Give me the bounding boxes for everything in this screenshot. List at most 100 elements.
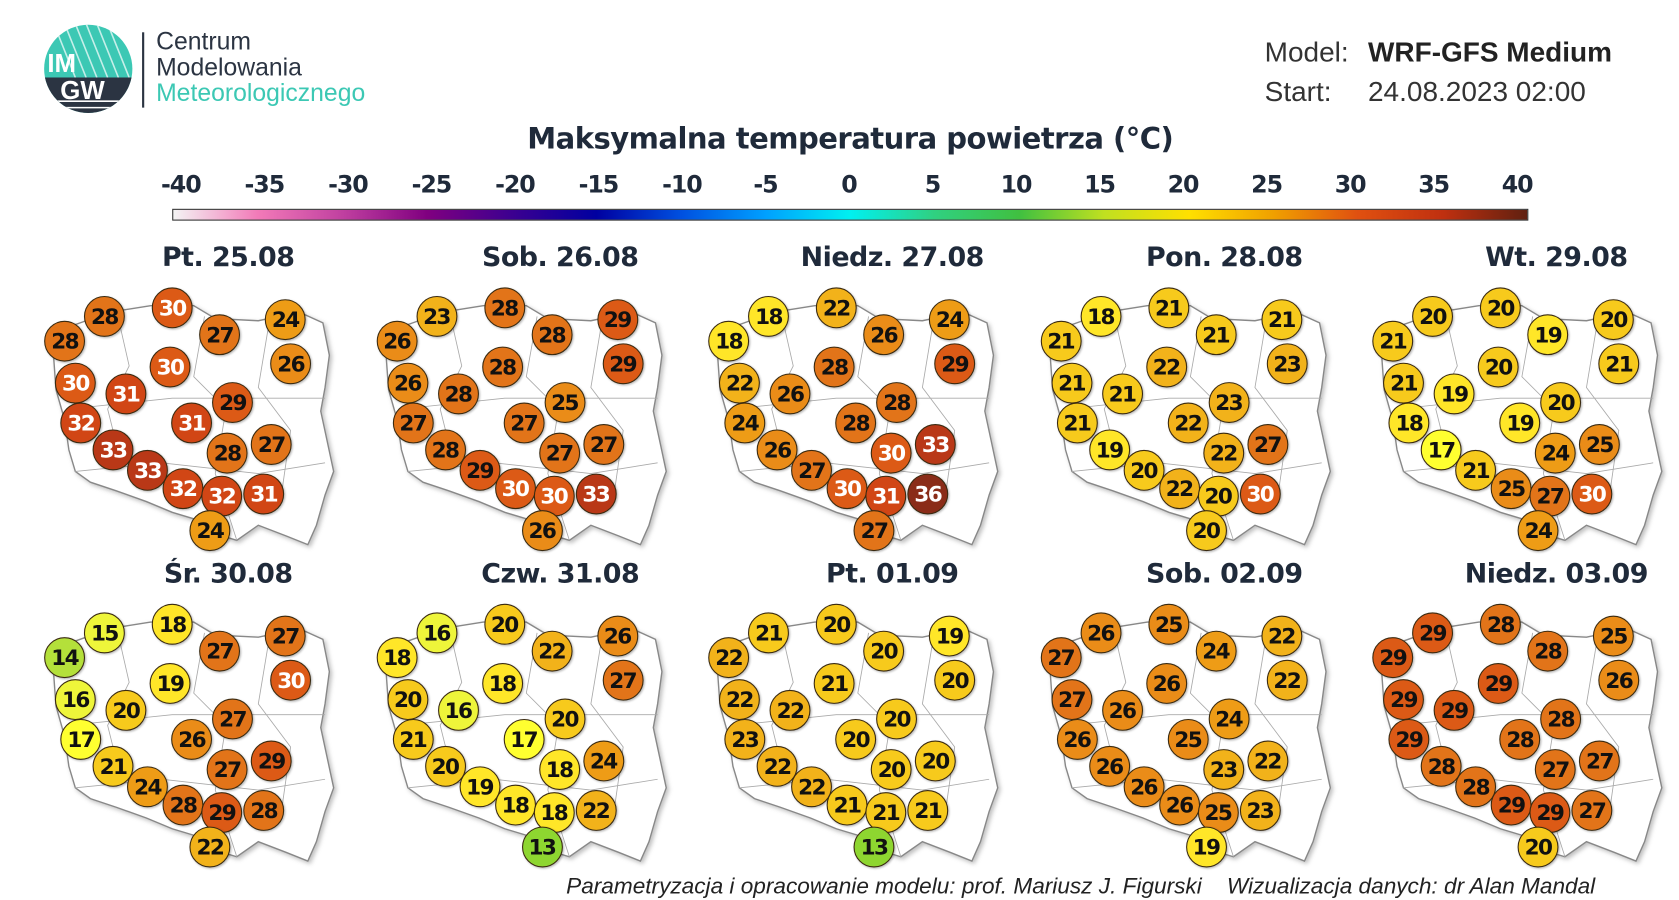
station-temperature: 33	[914, 424, 956, 465]
station-temperature: 27	[602, 659, 644, 701]
day-title: Niedz. 03.09	[1464, 557, 1649, 589]
station-temperature: 31	[105, 373, 147, 415]
station-temperature: 22	[769, 689, 811, 731]
station-temperature: 30	[54, 362, 96, 404]
station-temperature: 28	[83, 295, 125, 337]
day-title: Czw. 31.08	[481, 557, 640, 589]
station-temperature: 23	[1239, 790, 1281, 831]
day-title: Niedz. 27.08	[800, 241, 985, 273]
station-temperature: 20	[815, 603, 857, 645]
day-title: Wt. 29.08	[1485, 241, 1628, 273]
station-temperature: 18	[708, 320, 750, 362]
colorbar-tick-label: 35	[1418, 172, 1450, 200]
station-temperature: 18	[1388, 402, 1430, 444]
station-temperature: 25	[1167, 718, 1209, 760]
station-temperature: 19	[1185, 826, 1227, 868]
station-temperature: 27	[199, 630, 241, 672]
station-temperature: 22	[531, 630, 573, 672]
model-info: Model: WRF-GFS Medium Start: 24.08.2023 02…	[1265, 32, 1612, 112]
station-temperature: 23	[1202, 749, 1244, 791]
station-temperature: 28	[1479, 603, 1521, 645]
station-temperature: 24	[928, 299, 970, 341]
station-temperature: 25	[1578, 424, 1620, 465]
station-temperature: 29	[201, 792, 243, 834]
station-temperature: 28	[206, 432, 248, 474]
station-temperature: 26	[1056, 718, 1098, 760]
station-temperature: 21	[1372, 320, 1414, 362]
model-label: Model:	[1264, 35, 1349, 68]
station-temperature: 33	[92, 429, 134, 471]
colorbar-tick-label: -20	[495, 172, 536, 200]
station-temperature: 30	[870, 432, 912, 474]
station-temperature: 24	[189, 510, 231, 552]
station-temperature: 16	[437, 689, 479, 731]
station-temperature: 20	[544, 698, 585, 740]
station-temperature: 22	[189, 826, 231, 868]
credits: Parametryzacja i opracowanie modelu: pro…	[566, 873, 1596, 899]
colorbar-tick-label: -35	[244, 172, 286, 200]
station-temperature: 21	[1056, 402, 1098, 444]
org-line-1: Centrum	[156, 26, 251, 55]
station-temperature: 16	[54, 679, 96, 721]
station-temperature: 22	[1167, 402, 1209, 444]
day-title: Pon. 28.08	[1145, 241, 1303, 273]
station-temperature: 27	[1051, 679, 1092, 721]
station-temperature: 28	[1540, 698, 1582, 740]
station-temperature: 15	[83, 612, 125, 654]
station-temperature: 24	[1208, 698, 1250, 740]
station-temperature: 27	[199, 314, 241, 356]
station-temperature: 28	[1527, 630, 1569, 672]
station-temperature: 21	[1147, 287, 1189, 329]
poland-map: 18 18 22 26 24 29 22 26 28 28 28 24 26 33 30 27 30 31 36 27	[707, 287, 1030, 560]
station-temperature: 21	[1260, 299, 1302, 341]
station-temperature: 20	[1540, 382, 1582, 423]
station-temperature: 19	[459, 766, 500, 808]
poland-map: 29 29 28 28 25 26 29 29 29 28 28 29 28 27 27 28 29 29 27 20	[1371, 603, 1679, 876]
colorbar	[172, 208, 1529, 221]
station-temperature: 18	[494, 784, 536, 826]
poland-map: 28 28 30 27 24 26 30 31 30 29 31 32 33 27 28 33 32 32 31 24	[43, 287, 366, 560]
station-temperature: 19	[149, 663, 191, 704]
station-temperature: 21	[907, 790, 949, 831]
station-temperature: 27	[212, 698, 253, 740]
colorbar-tick-label: -15	[578, 172, 620, 200]
station-temperature: 29	[1388, 718, 1430, 760]
colorbar-tick-label: 10	[1000, 172, 1033, 200]
colorbar-tick-label: 5	[924, 172, 941, 200]
station-temperature: 32	[60, 402, 102, 444]
station-temperature: 22	[1260, 615, 1302, 657]
station-temperature: 14	[44, 637, 86, 679]
station-temperature: 28	[1420, 745, 1462, 787]
station-temperature: 26	[521, 510, 563, 552]
station-temperature: 22	[575, 790, 617, 831]
colorbar-tick-label: 25	[1251, 172, 1283, 200]
station-temperature: 29	[602, 343, 644, 385]
station-temperature: 29	[1372, 637, 1414, 679]
station-temperature: 24	[264, 299, 306, 341]
station-temperature: 17	[1420, 429, 1462, 471]
station-temperature: 18	[1080, 295, 1121, 337]
station-temperature: 21	[1051, 362, 1092, 404]
station-temperature: 13	[521, 826, 563, 868]
station-temperature: 22	[1246, 740, 1288, 782]
station-temperature: 36	[907, 473, 949, 515]
imgw-logo: IM GW	[44, 24, 133, 114]
station-temperature: 20	[934, 659, 976, 701]
station-temperature: 27	[1578, 740, 1620, 782]
station-temperature: 28	[162, 784, 204, 826]
station-temperature: 27	[264, 615, 306, 657]
station-temperature: 24	[127, 766, 168, 808]
station-temperature: 30	[1239, 473, 1281, 515]
station-temperature: 23	[1208, 382, 1250, 423]
station-temperature: 18	[481, 663, 523, 704]
station-temperature: 19	[1527, 314, 1569, 356]
station-temperature: 20	[1412, 295, 1454, 337]
station-temperature: 20	[1185, 510, 1227, 552]
station-temperature: 27	[1246, 424, 1288, 465]
station-temperature: 27	[1040, 637, 1082, 679]
station-temperature: 28	[813, 346, 855, 388]
poland-map: 14 15 18 27 27 30 16 20 19 27 26 17 21 29 27 24 28 29 28 22	[43, 603, 366, 876]
station-temperature: 20	[1123, 449, 1165, 491]
station-temperature: 21	[392, 718, 434, 760]
station-temperature: 27	[1534, 749, 1576, 791]
